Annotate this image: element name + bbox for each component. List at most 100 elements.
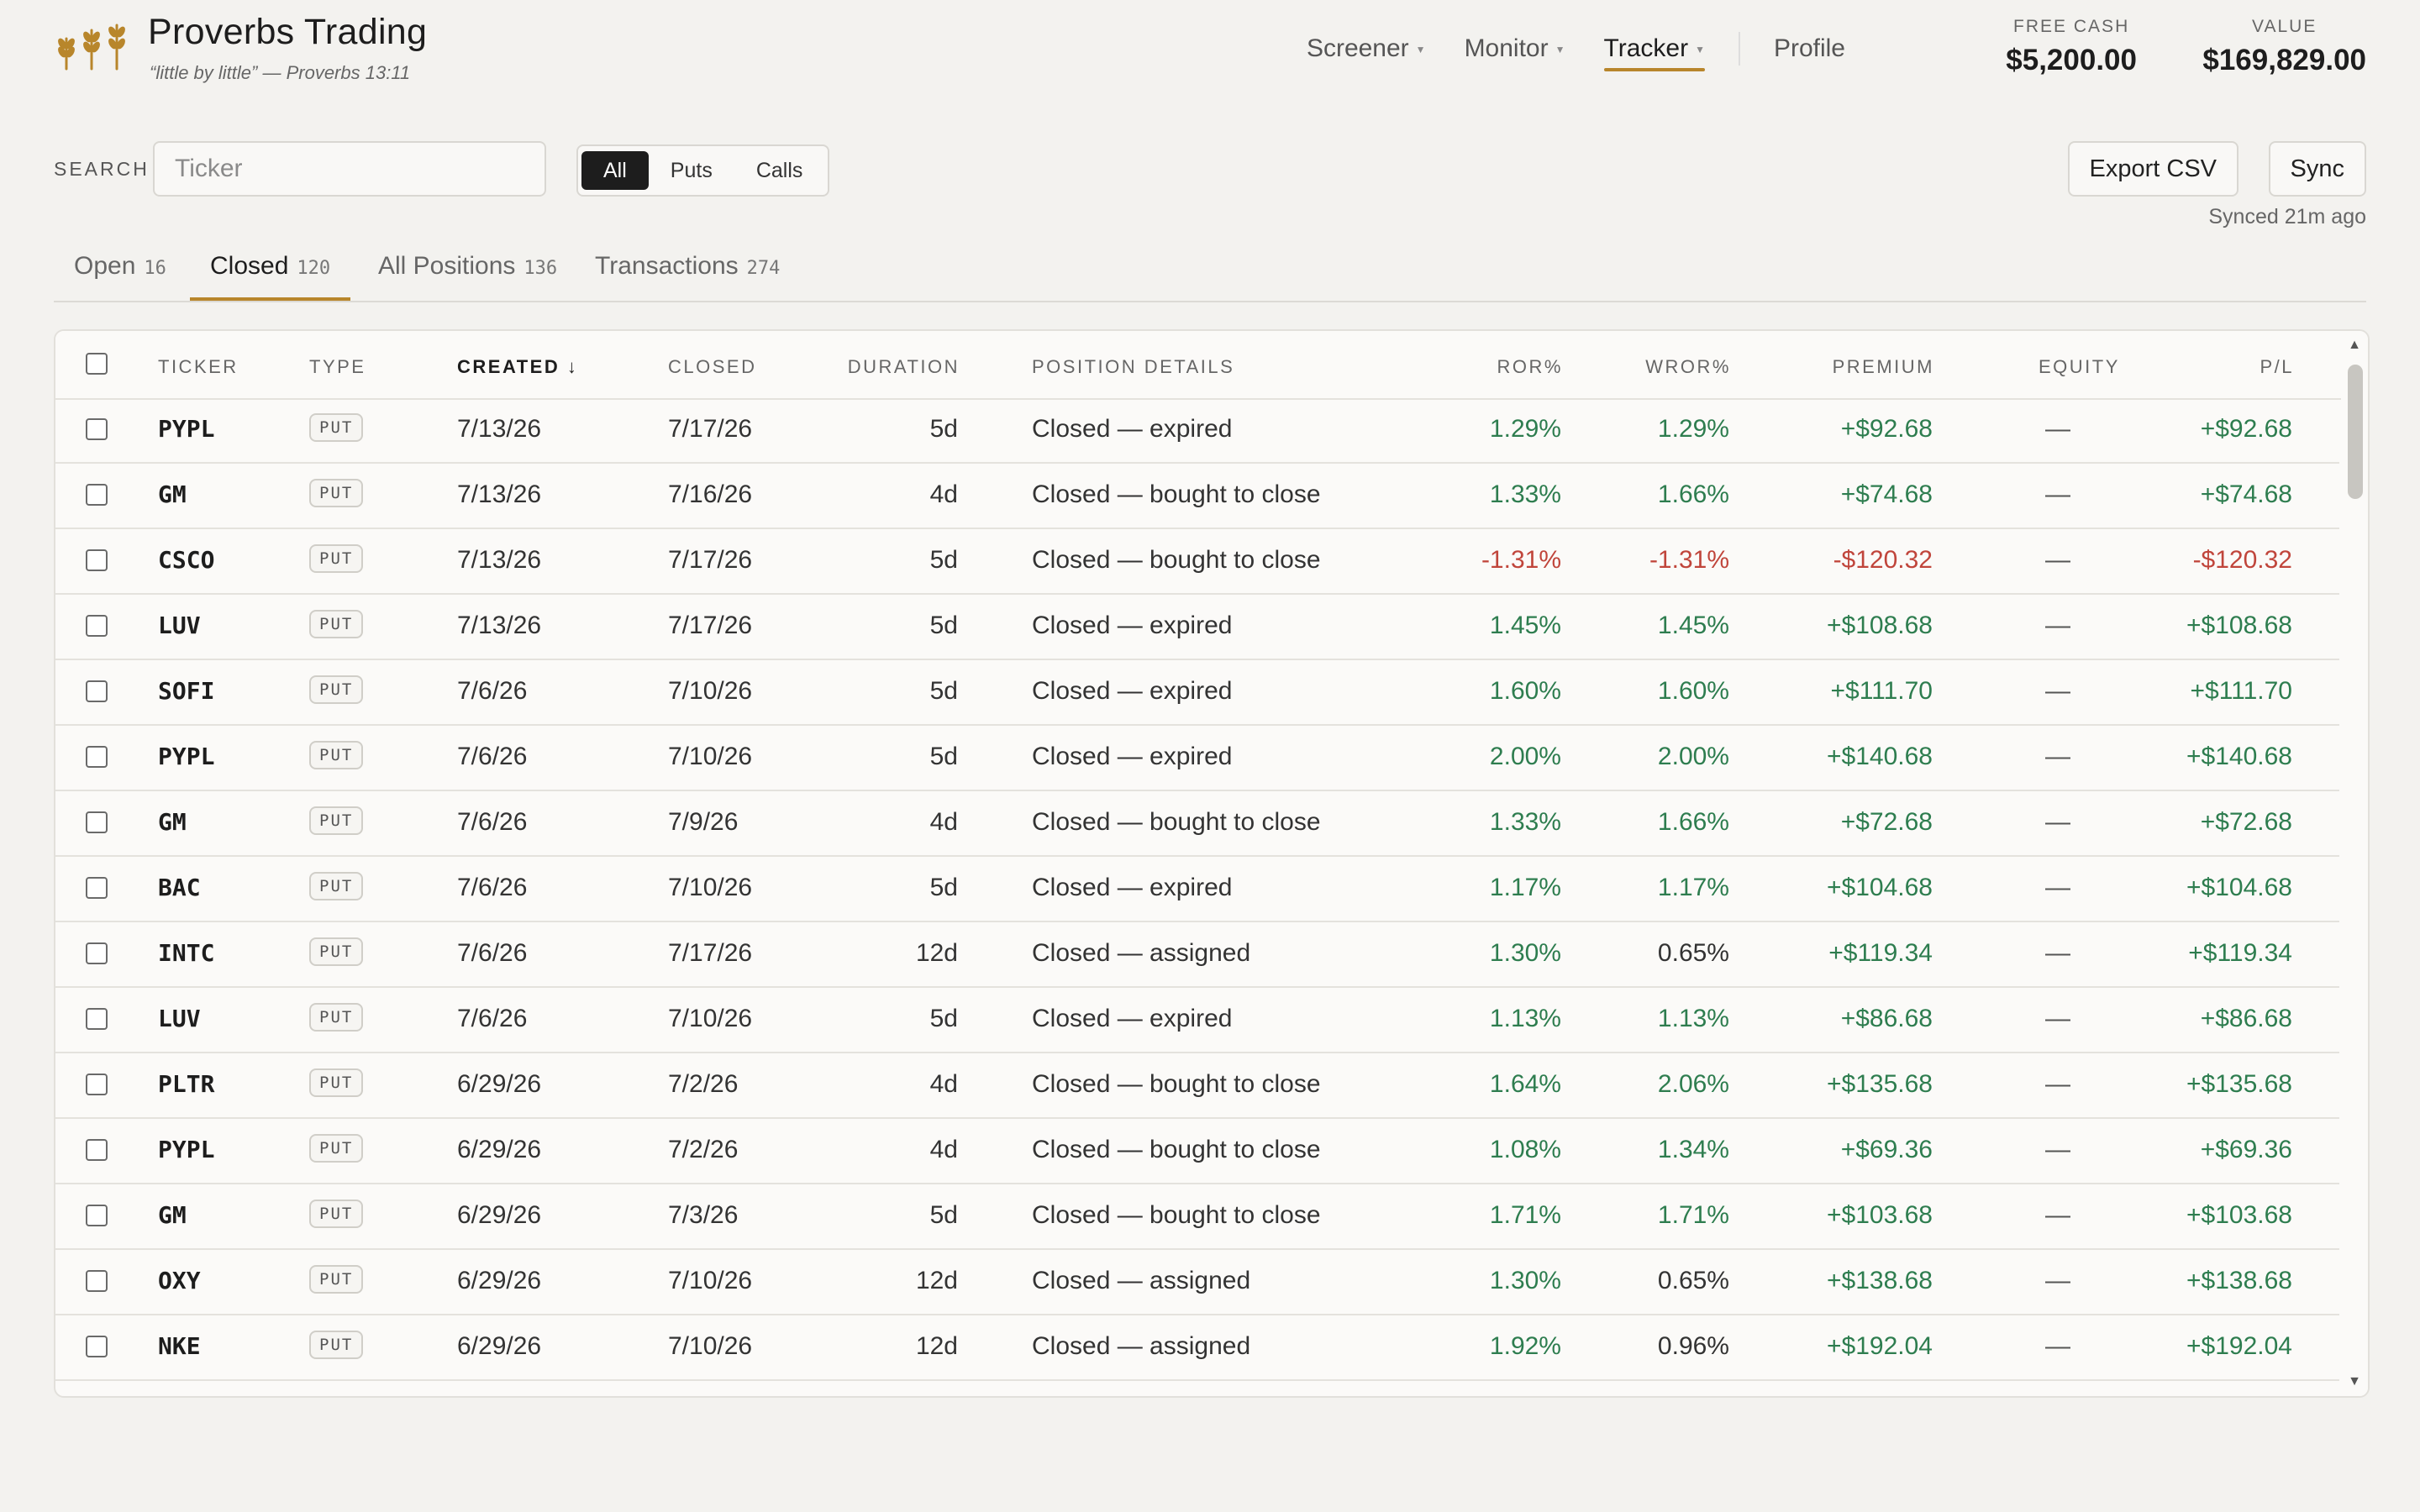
details-cell: Closed — expired [1032,874,1233,901]
col-created[interactable]: CREATED ↓ [457,356,579,377]
premium-cell: -$120.32 [1833,546,1933,574]
wror-cell: 1.60% [1657,677,1729,705]
ticker-cell[interactable]: LUV [158,612,201,639]
table-row[interactable]: PYPL PUT 7/6/26 7/10/26 5d Closed — expired 2.… [55,726,2339,791]
table-row[interactable]: NKE PUT 6/29/26 7/10/26 12d Closed — assigned… [55,1315,2339,1381]
table-scrollbar[interactable]: ▲ ▼ [2343,331,2368,1396]
table-row[interactable]: BAC PUT 7/6/26 7/10/26 5d Closed — expired 1.1… [55,857,2339,922]
nav-profile[interactable]: Profile [1773,34,1845,62]
tab-closed[interactable]: Closed 120 [190,252,351,301]
row-checkbox[interactable] [86,942,108,964]
row-checkbox[interactable] [86,1008,108,1030]
row-checkbox[interactable] [86,1205,108,1226]
ticker-cell[interactable]: PYPL [158,1136,215,1163]
ticker-cell[interactable]: PLTR [158,1070,215,1098]
duration-cell: 5d [929,415,958,443]
col-premium[interactable]: PREMIUM [1832,356,1934,377]
row-checkbox[interactable] [86,811,108,833]
col-pl[interactable]: P/L [2260,356,2294,377]
search-input[interactable] [153,141,546,197]
export-csv-button[interactable]: Export CSV [2067,141,2238,197]
ticker-cell[interactable]: OXY [158,1267,201,1294]
ror-cell: 1.30% [1489,1267,1561,1294]
row-checkbox[interactable] [86,615,108,637]
row-checkbox[interactable] [86,484,108,506]
duration-cell: 5d [929,1005,958,1032]
ticker-cell[interactable]: BAC [158,874,201,901]
table-row[interactable]: LUV PUT 7/13/26 7/17/26 5d Closed — expired 1.… [55,595,2339,660]
ticker-cell[interactable]: CSCO [158,546,215,574]
ticker-cell[interactable]: GM [158,1201,187,1229]
ror-cell: -1.31% [1481,546,1561,574]
ticker-cell[interactable]: PYPL [158,743,215,770]
scroll-up-icon[interactable]: ▲ [2348,338,2361,352]
scroll-down-icon[interactable]: ▼ [2348,1374,2361,1389]
closed-cell: 7/10/26 [668,677,753,705]
nav-monitor[interactable]: Monitor ▼ [1465,34,1565,71]
row-checkbox[interactable] [86,746,108,768]
col-duration[interactable]: DURATION [847,356,960,377]
sync-button[interactable]: Sync [2268,141,2366,197]
table-row[interactable]: GM PUT 6/29/26 7/3/26 5d Closed — bought to c… [55,1184,2339,1250]
row-checkbox[interactable] [86,1336,108,1357]
premium-cell: +$104.68 [1827,874,1933,901]
col-ticker[interactable]: TICKER [158,356,239,377]
created-cell: 7/6/26 [457,1005,528,1032]
col-position-details[interactable]: POSITION DETAILS [1032,356,1235,377]
col-wror[interactable]: WROR% [1645,356,1731,377]
ticker-cell[interactable]: NKE [158,1332,201,1360]
table-row[interactable]: LUV PUT 7/6/26 7/10/26 5d Closed — expired 1.1… [55,988,2339,1053]
table-row[interactable]: PYPL PUT 6/29/26 7/2/26 4d Closed — bought to… [55,1119,2339,1184]
free-cash-stat: FREE CASH $5,200.00 [2006,17,2137,77]
ror-cell: 1.60% [1489,677,1561,705]
table-row[interactable]: INTC PUT 7/6/26 7/17/26 12d Closed — assigned… [55,922,2339,988]
filter-puts-button[interactable]: Puts [670,159,713,182]
wror-cell: 0.96% [1657,1332,1729,1360]
filter-calls-button[interactable]: Calls [755,159,803,182]
table-row[interactable]: OXY PUT 6/29/26 7/10/26 12d Closed — assigned… [55,1250,2339,1315]
row-checkbox[interactable] [86,549,108,571]
scrollbar-thumb[interactable] [2348,365,2363,499]
row-checkbox[interactable] [86,1270,108,1292]
table-row[interactable]: SOFI PUT 7/6/26 7/10/26 5d Closed — expired 1.… [55,660,2339,726]
table-row[interactable]: GM PUT 7/6/26 7/9/26 4d Closed — bought to cl… [55,791,2339,857]
ror-cell: 2.00% [1489,743,1561,770]
ticker-cell[interactable]: INTC [158,939,215,967]
row-checkbox[interactable] [86,680,108,702]
duration-cell: 12d [915,1267,958,1294]
ticker-cell[interactable]: GM [158,808,187,836]
tab-all-positions[interactable]: All Positions 136 [358,252,577,299]
ticker-cell[interactable]: LUV [158,1005,201,1032]
col-type[interactable]: TYPE [309,356,366,377]
table-row[interactable]: CSCO PUT 7/13/26 7/17/26 5d Closed — bought t… [55,529,2339,595]
ror-cell: 1.13% [1489,1005,1561,1032]
col-equity[interactable]: EQUITY [2039,356,2120,377]
tab-open[interactable]: Open 16 [54,252,187,299]
ticker-cell[interactable]: GM [158,480,187,508]
table-row[interactable]: PLTR PUT 6/29/26 7/2/26 4d Closed — bought to… [55,1053,2339,1119]
row-checkbox[interactable] [86,877,108,899]
pl-cell: +$108.68 [2186,612,2292,639]
table-row[interactable]: GM PUT 7/13/26 7/16/26 4d Closed — bought to … [55,464,2339,529]
nav-tracker[interactable]: Tracker ▼ [1603,34,1706,71]
select-all-checkbox[interactable] [86,353,108,375]
type-badge: PUT [309,1331,364,1359]
row-checkbox[interactable] [86,1074,108,1095]
filter-all-button[interactable]: All [581,151,649,190]
col-ror[interactable]: ROR% [1497,356,1563,377]
table-row[interactable]: PYPL PUT 7/13/26 7/17/26 5d Closed — expired 1… [55,398,2339,464]
main-nav: Screener ▼ Monitor ▼ Tracker ▼ Profile [1268,32,1845,72]
details-cell: Closed — expired [1032,677,1233,705]
type-badge: PUT [309,610,364,638]
nav-screener[interactable]: Screener ▼ [1307,34,1426,71]
col-closed[interactable]: CLOSED [668,356,757,377]
app-header: Proverbs Trading “little by little” — Pr… [54,0,2366,101]
created-cell: 7/6/26 [457,743,528,770]
closed-cell: 7/17/26 [668,546,753,574]
ror-cell: 1.71% [1489,1201,1561,1229]
tab-transactions[interactable]: Transactions 274 [575,252,800,299]
ticker-cell[interactable]: SOFI [158,677,215,705]
row-checkbox[interactable] [86,418,108,440]
ticker-cell[interactable]: PYPL [158,415,215,443]
row-checkbox[interactable] [86,1139,108,1161]
